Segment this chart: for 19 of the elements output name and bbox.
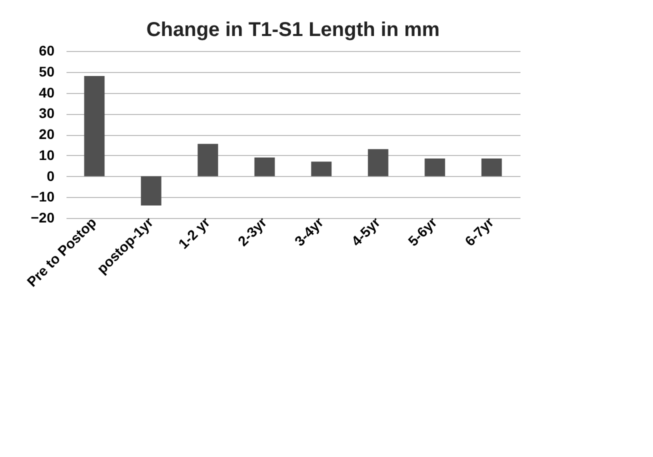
bar — [424, 158, 446, 176]
y-tick-label: 0 — [46, 168, 55, 184]
chart-title: Change in T1-S1 Length in mm — [146, 19, 440, 41]
x-tick-label: 1-2 yr — [175, 214, 214, 252]
bar — [198, 144, 218, 176]
y-tick-label: 30 — [38, 105, 55, 122]
y-tick-label: 40 — [38, 84, 55, 100]
y-tick-label: 20 — [38, 126, 55, 142]
y-tick-label: 50 — [38, 63, 55, 80]
y-tick-label: 60 — [38, 42, 55, 58]
bar — [140, 176, 162, 206]
bar — [311, 162, 332, 176]
y-tick-label: 10 — [38, 146, 55, 163]
bar — [368, 149, 388, 176]
y-tick-label: −10 — [30, 188, 55, 205]
bar — [84, 76, 105, 176]
bar — [254, 157, 275, 176]
bar — [481, 158, 502, 176]
y-tick-label: −20 — [30, 210, 55, 226]
